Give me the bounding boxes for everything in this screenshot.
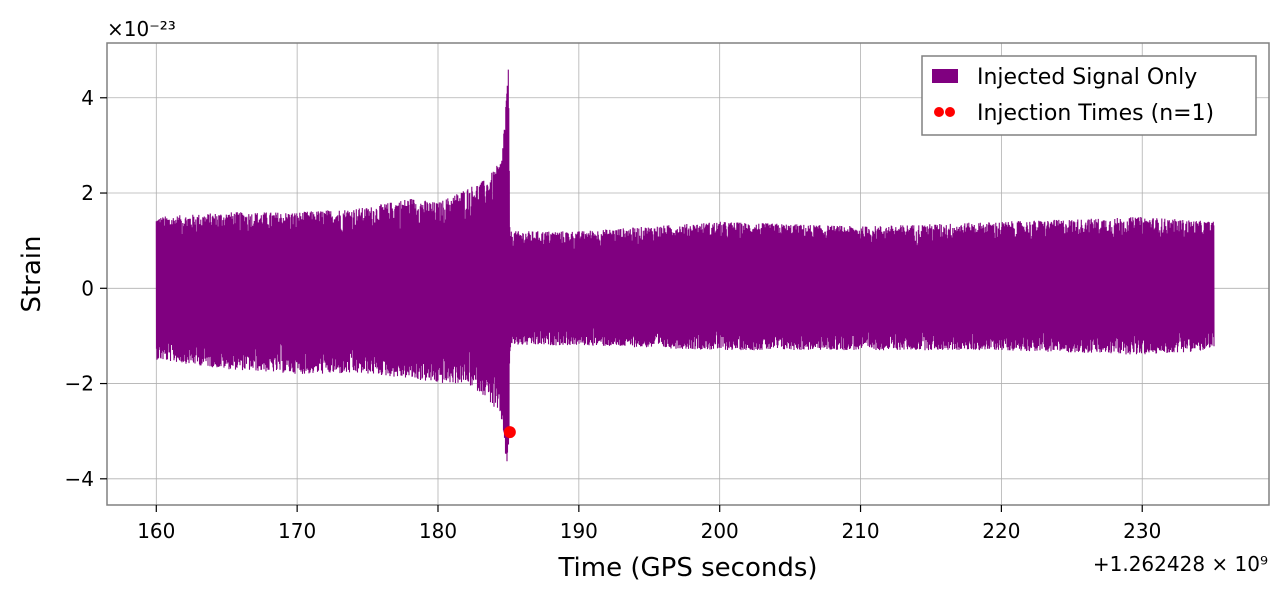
y-tick-label: 0: [81, 276, 94, 300]
x-tick-label: 200: [701, 519, 739, 543]
legend-swatch-injected-signal: [932, 69, 958, 83]
y-axis-ticks: −4 −2 0 2 4: [65, 86, 107, 491]
x-tick-label: 230: [1123, 519, 1161, 543]
injection-time-point: [503, 426, 516, 439]
y-tick-label: 4: [81, 86, 94, 110]
legend-marker-injection-times: [945, 107, 955, 117]
y-tick-label: −2: [65, 372, 94, 396]
y-axis-label: Strain: [17, 235, 47, 312]
injected-signal-line: [155, 69, 1215, 462]
x-tick-label: 160: [137, 519, 175, 543]
x-tick-label: 170: [278, 519, 316, 543]
x-tick-label: 190: [560, 519, 598, 543]
x-tick-label: 220: [982, 519, 1020, 543]
plot-series: [155, 69, 1215, 462]
axes-frame: [106, 42, 1270, 506]
x-axis-ticks: 160 170 180 190 200 210 220 230: [137, 505, 1161, 543]
x-tick-label: 180: [419, 519, 457, 543]
legend-marker-injection-times: [934, 107, 944, 117]
legend-label-injected-signal: Injected Signal Only: [977, 65, 1197, 90]
y-scale-label: ×10⁻²³: [107, 17, 176, 41]
x-axis-label: Time (GPS seconds): [557, 553, 817, 583]
y-tick-label: −4: [65, 467, 94, 491]
x-offset-label: +1.262428 × 10⁹: [1093, 552, 1268, 576]
y-tick-label: 2: [81, 181, 94, 205]
legend-label-injection-times: Injection Times (n=1): [977, 101, 1214, 126]
legend-box: [921, 55, 1257, 136]
x-tick-label: 210: [841, 519, 879, 543]
legend: Injected Signal Only Injection Times (n=…: [921, 55, 1257, 136]
